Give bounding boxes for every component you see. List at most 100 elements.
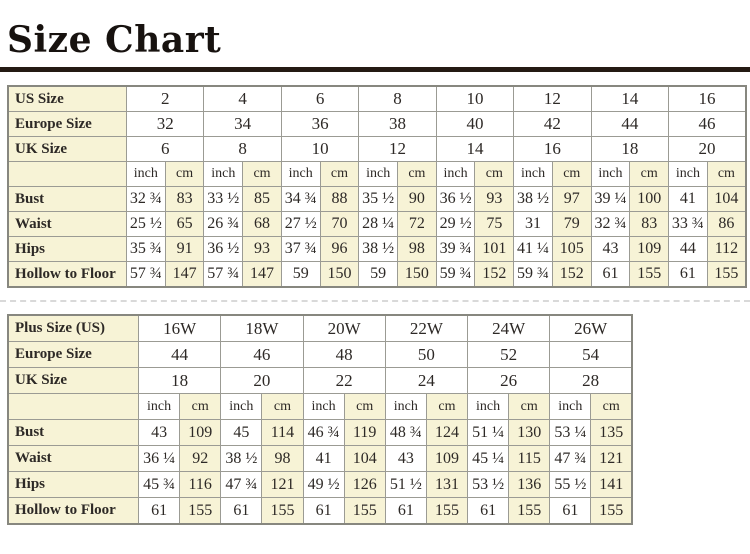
size-row: Europe Size 44 46 48 50 52 54 <box>7 341 633 368</box>
size-value-cell: 2 <box>125 85 205 112</box>
inch-value-cell: 36 ½ <box>435 186 476 212</box>
row-label: Waist <box>7 445 139 472</box>
cm-value-cell: 155 <box>425 497 469 525</box>
inch-value-cell: 45 ¾ <box>137 471 181 498</box>
inch-value-cell: 29 ½ <box>435 211 476 237</box>
size-value-cell: 10 <box>280 136 360 162</box>
row-label: UK Size <box>7 367 139 394</box>
cm-value-cell: 68 <box>242 211 282 237</box>
size-value-cell: 48 <box>302 341 386 368</box>
cm-value-cell: 121 <box>261 471 304 498</box>
inch-value-cell: 59 <box>280 261 321 288</box>
inch-value-cell: 55 ½ <box>549 471 592 498</box>
size-value-cell: 38 <box>358 111 437 137</box>
cm-value-cell: 131 <box>425 471 469 498</box>
size-value-cell: 18W <box>220 314 304 342</box>
inch-value-cell: 43 <box>384 445 427 472</box>
size-value-cell: 18 <box>590 136 670 162</box>
unit-inch-cell: inch <box>549 393 592 420</box>
unit-cm-cell: cm <box>590 393 633 420</box>
unit-header-row: inch cm inch cm inch cm inch cm inch cm inch cm <box>7 393 633 420</box>
cm-value-cell: 88 <box>319 186 360 212</box>
cm-value-cell: 93 <box>242 236 282 262</box>
inch-value-cell: 47 ¾ <box>220 471 263 498</box>
cm-value-cell: 115 <box>508 445 551 472</box>
inch-value-cell: 59 ¾ <box>513 261 553 288</box>
unit-header-row: inch cm inch cm inch cm inch cm inch cm inch cm inch… <box>7 161 747 187</box>
cm-value-cell: 155 <box>261 497 304 525</box>
cm-value-cell: 109 <box>629 236 670 262</box>
row-label: Hips <box>7 236 127 262</box>
plus-size-chart-body: Plus Size (US) 16W 18W 20W 22W 24W 26W Europe S… <box>7 314 633 525</box>
measurement-row: Hips 45 ¾ 116 47 ¾ 121 49 ½ 126 51 ½ 131 53 ½ 136 5… <box>7 471 633 498</box>
inch-value-cell: 61 <box>668 261 708 288</box>
inch-value-cell: 43 <box>137 419 181 446</box>
cm-value-cell: 126 <box>343 471 386 498</box>
size-value-cell: 20 <box>668 136 747 162</box>
inch-value-cell: 47 ¾ <box>549 445 592 472</box>
inch-value-cell: 41 ¼ <box>513 236 553 262</box>
inch-value-cell: 43 <box>590 236 631 262</box>
cm-value-cell: 147 <box>242 261 282 288</box>
standard-size-chart-body: US Size 2 4 6 8 10 12 14 16 Europe Size 32 34 36 38 40… <box>7 85 747 288</box>
row-label: Waist <box>7 211 127 237</box>
unit-inch-cell: inch <box>590 161 631 187</box>
size-value-cell: 12 <box>358 136 437 162</box>
inch-value-cell: 61 <box>466 497 510 525</box>
size-value-cell: 50 <box>384 341 469 368</box>
unit-inch-cell: inch <box>203 161 244 187</box>
unit-cm-cell: cm <box>164 161 205 187</box>
size-value-cell: 40 <box>435 111 515 137</box>
inch-value-cell: 57 ¾ <box>203 261 244 288</box>
plus-size-chart-table: Plus Size (US) 16W 18W 20W 22W 24W 26W Europe S… <box>7 314 633 525</box>
row-label: Hollow to Floor <box>7 261 127 288</box>
measurement-row: Waist 25 ½ 65 26 ¾ 68 27 ½ 70 28 ¼ 72 29 ½ 75 31 79 3… <box>7 211 747 237</box>
inch-value-cell: 35 ¾ <box>126 236 166 262</box>
cm-value-cell: 114 <box>261 419 304 446</box>
size-value-cell: 34 <box>203 111 282 137</box>
unit-cm-cell: cm <box>343 393 386 420</box>
inch-value-cell: 38 ½ <box>220 445 263 472</box>
cm-value-cell: 101 <box>474 236 515 262</box>
size-row: Plus Size (US) 16W 18W 20W 22W 24W 26W <box>7 314 633 342</box>
size-value-cell: 44 <box>590 111 670 137</box>
unit-inch-cell: inch <box>137 393 181 420</box>
size-value-cell: 28 <box>549 367 633 394</box>
cm-value-cell: 86 <box>706 211 747 237</box>
size-value-cell: 44 <box>137 341 222 368</box>
size-row: UK Size 6 8 10 12 14 16 18 20 <box>7 136 747 162</box>
cm-value-cell: 104 <box>343 445 386 472</box>
size-value-cell: 24W <box>466 314 551 342</box>
size-value-cell: 54 <box>549 341 633 368</box>
title-divider-rule <box>0 67 750 72</box>
cm-value-cell: 98 <box>261 445 304 472</box>
inch-value-cell: 61 <box>590 261 631 288</box>
inch-value-cell: 41 <box>302 445 345 472</box>
size-value-cell: 46 <box>220 341 304 368</box>
size-value-cell: 20 <box>220 367 304 394</box>
cm-value-cell: 79 <box>551 211 592 237</box>
unit-cm-cell: cm <box>242 161 282 187</box>
inch-value-cell: 53 ¼ <box>549 419 592 446</box>
size-value-cell: 46 <box>668 111 747 137</box>
unit-cm-cell: cm <box>425 393 469 420</box>
cm-value-cell: 100 <box>629 186 670 212</box>
cm-value-cell: 155 <box>590 497 633 525</box>
size-row: UK Size 18 20 22 24 26 28 <box>7 367 633 394</box>
cm-value-cell: 147 <box>164 261 205 288</box>
inch-value-cell: 61 <box>549 497 592 525</box>
inch-value-cell: 33 ¾ <box>668 211 708 237</box>
size-value-cell: 18 <box>137 367 222 394</box>
unit-inch-cell: inch <box>668 161 708 187</box>
cm-value-cell: 119 <box>343 419 386 446</box>
unit-row-label <box>7 393 139 420</box>
inch-value-cell: 48 ¾ <box>384 419 427 446</box>
cm-value-cell: 104 <box>706 186 747 212</box>
inch-value-cell: 38 ½ <box>358 236 399 262</box>
cm-value-cell: 135 <box>590 419 633 446</box>
size-value-cell: 16 <box>513 136 592 162</box>
size-value-cell: 26W <box>549 314 633 342</box>
row-label: UK Size <box>7 136 127 162</box>
